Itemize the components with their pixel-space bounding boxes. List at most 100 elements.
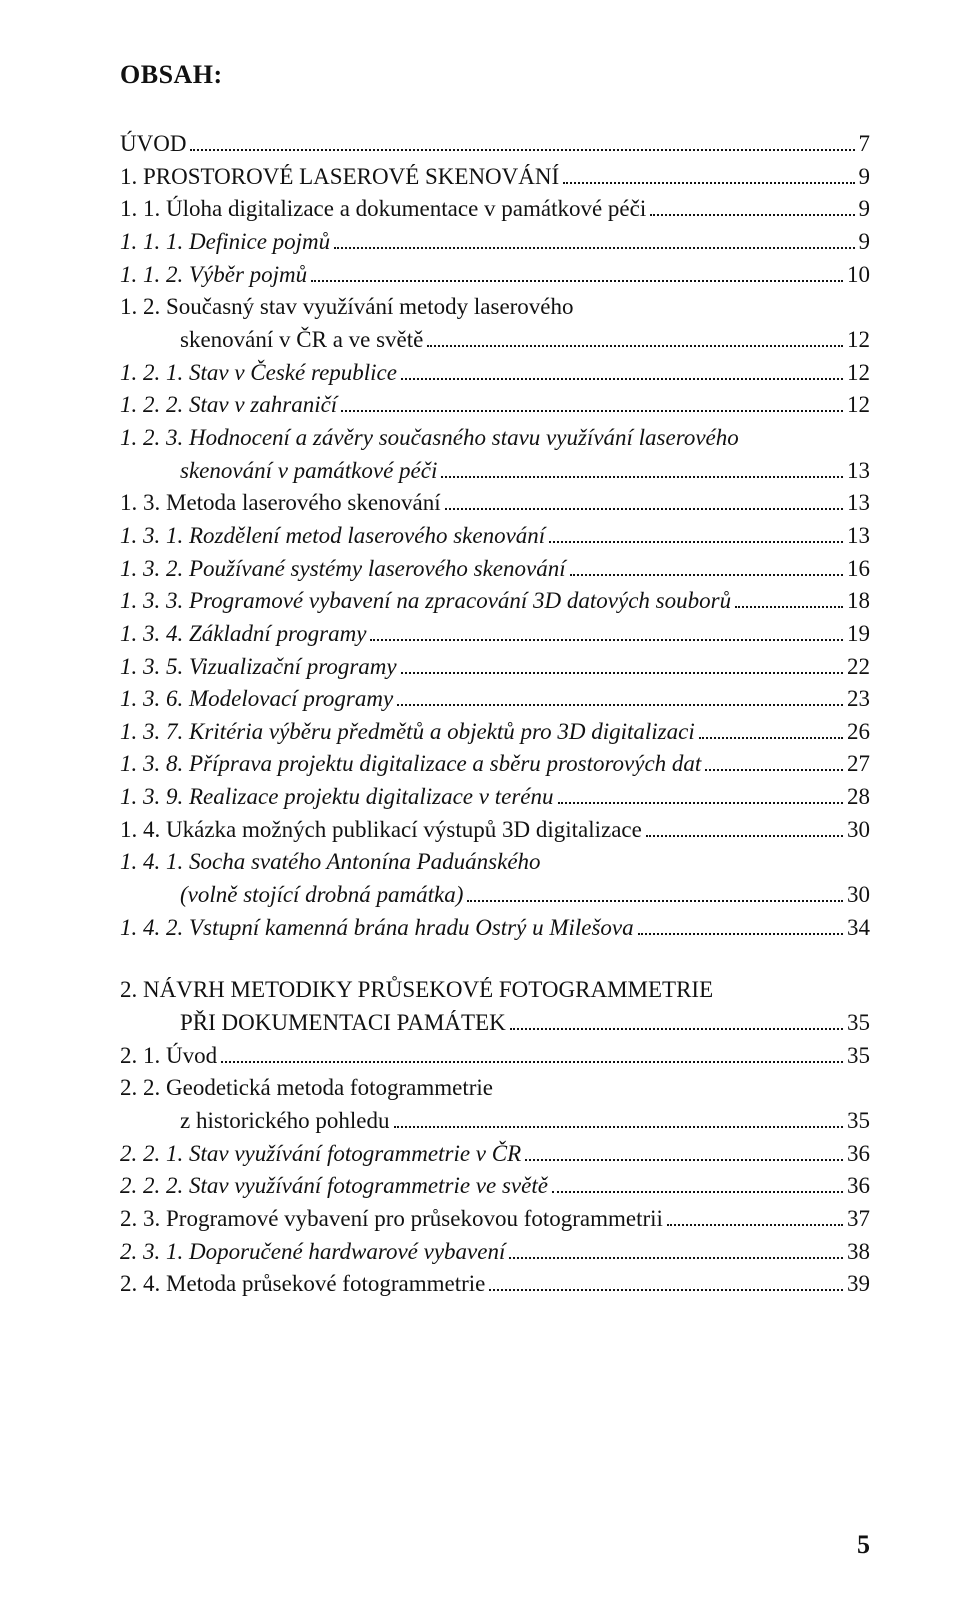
toc-entry-label-line1: 2. NÁVRH METODIKY PRŮSEKOVÉ FOTOGRAMMETR… xyxy=(120,974,870,1007)
toc-leader-dots xyxy=(441,476,843,478)
toc-entry: 2. NÁVRH METODIKY PRŮSEKOVÉ FOTOGRAMMETR… xyxy=(120,974,870,1039)
toc-entry-label: skenování v památkové péči xyxy=(180,455,437,488)
toc-entry-page: 28 xyxy=(847,781,870,814)
toc-entry-page: 16 xyxy=(847,553,870,586)
toc-entry-label-line1: 1. 4. 1. Socha svatého Antonína Paduánsk… xyxy=(120,846,870,879)
toc-leader-dots xyxy=(699,737,843,739)
toc-leader-dots xyxy=(510,1028,843,1030)
toc-entry: 2. 4. Metoda průsekové fotogrammetrie 39 xyxy=(120,1268,870,1301)
toc-entry-page: 37 xyxy=(847,1203,870,1236)
toc-leader-dots xyxy=(334,247,854,249)
toc-entry-page: 35 xyxy=(847,1040,870,1073)
toc-entry-page: 9 xyxy=(859,161,871,194)
toc-leader-dots xyxy=(667,1224,843,1226)
toc-leader-dots xyxy=(401,672,843,674)
toc-entry-label: 2. 4. Metoda průsekové fotogrammetrie xyxy=(120,1268,485,1301)
toc-entry-label: skenování v ČR a ve světě xyxy=(180,324,423,357)
toc-entry: 1. 2. 3. Hodnocení a závěry současného s… xyxy=(120,422,870,487)
toc-entry-label-line2: PŘI DOKUMENTACI PAMÁTEK35 xyxy=(120,1007,870,1040)
toc-entry-page: 27 xyxy=(847,748,870,781)
toc-entry-page: 12 xyxy=(847,357,870,390)
toc-entry-page: 19 xyxy=(847,618,870,651)
toc-leader-dots xyxy=(558,802,844,804)
toc-entry-label: 2. 2. 1. Stav využívání fotogrammetrie v… xyxy=(120,1138,521,1171)
toc-entry-label: 1. 4. Ukázka možných publikací výstupů 3… xyxy=(120,814,642,847)
toc-entry-label: 1. 3. 7. Kritéria výběru předmětů a obje… xyxy=(120,716,695,749)
toc-leader-dots xyxy=(509,1257,843,1259)
toc-entry: 1. 1. 2. Výběr pojmů10 xyxy=(120,259,870,292)
toc-entry-label: 1. 3. 9. Realizace projektu digitalizace… xyxy=(120,781,554,814)
toc-entry-page: 9 xyxy=(859,226,871,259)
toc-entry-label: ÚVOD xyxy=(120,128,186,161)
toc-leader-dots xyxy=(467,900,843,902)
toc-entry: 1. 2. 2. Stav v zahraničí 12 xyxy=(120,389,870,422)
toc-entry-label: 2. 3. 1. Doporučené hardwarové vybavení xyxy=(120,1236,505,1269)
toc-header: OBSAH: xyxy=(120,60,870,90)
toc-entry: 2. 3. 1. Doporučené hardwarové vybavení3… xyxy=(120,1236,870,1269)
toc-entry-page: 35 xyxy=(847,1105,870,1138)
toc-entry: 1. 4. 2. Vstupní kamenná brána hradu Ost… xyxy=(120,912,870,945)
toc-entry: 1. 3. 6. Modelovací programy23 xyxy=(120,683,870,716)
toc-entry-page: 12 xyxy=(847,389,870,422)
toc-body: ÚVOD71. PROSTOROVÉ LASEROVÉ SKENOVÁNÍ91.… xyxy=(120,128,870,1301)
toc-entry-page: 23 xyxy=(847,683,870,716)
page: OBSAH: ÚVOD71. PROSTOROVÉ LASEROVÉ SKENO… xyxy=(0,0,960,1600)
toc-entry-label: 1. 1. 1. Definice pojmů xyxy=(120,226,330,259)
toc-entry: 1. 3. 9. Realizace projektu digitalizace… xyxy=(120,781,870,814)
toc-entry: 1. 3. 1. Rozdělení metod laserového sken… xyxy=(120,520,870,553)
toc-entry-page: 7 xyxy=(859,128,871,161)
toc-entry: 1. 3. 5. Vizualizační programy 22 xyxy=(120,651,870,684)
toc-entry: 1. 3. 2. Používané systémy laserového sk… xyxy=(120,553,870,586)
toc-entry: 2. 3. Programové vybavení pro průsekovou… xyxy=(120,1203,870,1236)
toc-entry-label: 1. 3. 4. Základní programy xyxy=(120,618,366,651)
toc-leader-dots xyxy=(221,1061,843,1063)
toc-entry-label: 1. PROSTOROVÉ LASEROVÉ SKENOVÁNÍ xyxy=(120,161,559,194)
toc-leader-dots xyxy=(190,149,854,151)
toc-leader-dots xyxy=(650,214,854,216)
toc-leader-dots xyxy=(311,280,843,282)
toc-entry-page: 10 xyxy=(847,259,870,292)
toc-leader-dots xyxy=(525,1159,843,1161)
toc-leader-dots xyxy=(397,704,843,706)
toc-entry: 1. 4. Ukázka možných publikací výstupů 3… xyxy=(120,814,870,847)
toc-entry-label-line2: skenování v památkové péči 13 xyxy=(120,455,870,488)
toc-entry: 1. 2. 1. Stav v České republice 12 xyxy=(120,357,870,390)
toc-entry-page: 36 xyxy=(847,1138,870,1171)
toc-entry-label: 1. 4. 2. Vstupní kamenná brána hradu Ost… xyxy=(120,912,634,945)
toc-entry-label: 1. 3. 1. Rozdělení metod laserového sken… xyxy=(120,520,545,553)
toc-entry-label: 1. 3. 5. Vizualizační programy xyxy=(120,651,397,684)
page-number: 5 xyxy=(857,1530,870,1560)
toc-leader-dots xyxy=(646,835,843,837)
toc-entry-page: 13 xyxy=(847,455,870,488)
toc-entry: 1. 1. Úloha digitalizace a dokumentace v… xyxy=(120,193,870,226)
toc-entry-label: z historického pohledu xyxy=(180,1105,390,1138)
toc-entry-label-line2: skenování v ČR a ve světě12 xyxy=(120,324,870,357)
toc-entry-page: 22 xyxy=(847,651,870,684)
toc-entry-label: (volně stojící drobná památka) xyxy=(180,879,463,912)
toc-entry: 1. 4. 1. Socha svatého Antonína Paduánsk… xyxy=(120,846,870,911)
toc-entry-page: 34 xyxy=(847,912,870,945)
toc-entry-label: 1. 2. 1. Stav v České republice xyxy=(120,357,397,390)
toc-entry-label-line1: 2. 2. Geodetická metoda fotogrammetrie xyxy=(120,1072,870,1105)
toc-entry-page: 18 xyxy=(847,585,870,618)
toc-entry: 1. 3. 8. Příprava projektu digitalizace … xyxy=(120,748,870,781)
toc-entry-page: 13 xyxy=(847,520,870,553)
toc-entry: 1. PROSTOROVÉ LASEROVÉ SKENOVÁNÍ 9 xyxy=(120,161,870,194)
toc-entry-label: 1. 3. Metoda laserového skenování xyxy=(120,487,441,520)
toc-entry: 1. 3. 4. Základní programy 19 xyxy=(120,618,870,651)
toc-entry-label: 1. 1. Úloha digitalizace a dokumentace v… xyxy=(120,193,646,226)
toc-entry: 1. 2. Současný stav využívání metody las… xyxy=(120,291,870,356)
toc-entry-label: 1. 3. 3. Programové vybavení na zpracová… xyxy=(120,585,731,618)
toc-leader-dots xyxy=(341,410,843,412)
toc-entry-label: 1. 2. 2. Stav v zahraničí xyxy=(120,389,337,422)
toc-entry-page: 9 xyxy=(859,193,871,226)
toc-entry: 2. 2. Geodetická metoda fotogrammetriez … xyxy=(120,1072,870,1137)
toc-leader-dots xyxy=(549,541,843,543)
toc-entry-label: 2. 3. Programové vybavení pro průsekovou… xyxy=(120,1203,663,1236)
toc-block: ÚVOD71. PROSTOROVÉ LASEROVÉ SKENOVÁNÍ91.… xyxy=(120,128,870,944)
toc-entry-page: 39 xyxy=(847,1268,870,1301)
toc-entry-label: 1. 3. 8. Příprava projektu digitalizace … xyxy=(120,748,701,781)
toc-entry: 1. 3. Metoda laserového skenování13 xyxy=(120,487,870,520)
toc-entry: ÚVOD 7 xyxy=(120,128,870,161)
toc-block: 2. NÁVRH METODIKY PRŮSEKOVÉ FOTOGRAMMETR… xyxy=(120,974,870,1301)
